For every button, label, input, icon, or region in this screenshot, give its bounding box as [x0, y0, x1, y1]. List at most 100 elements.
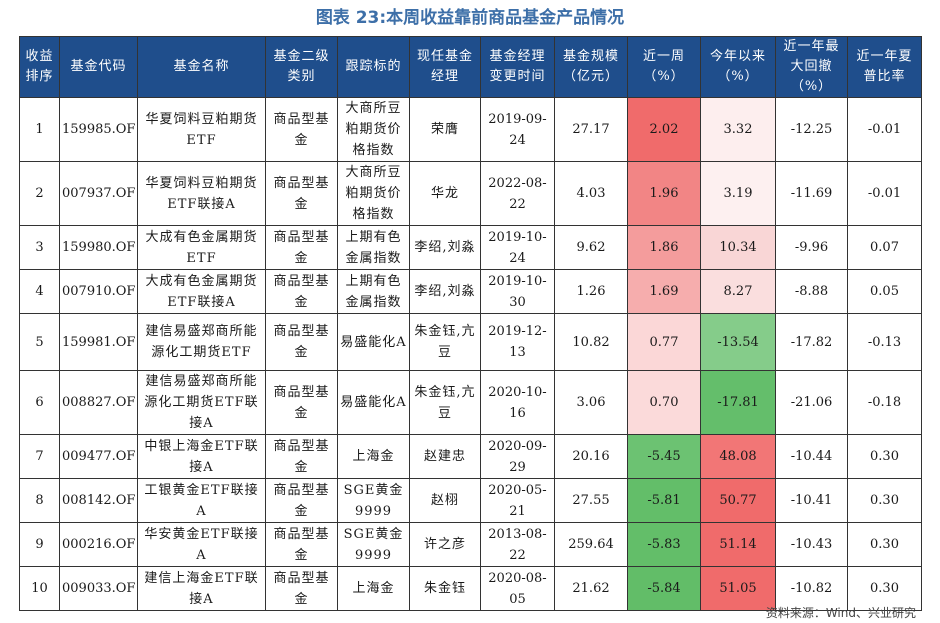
header-change-date: 基金经理变更时间 [480, 36, 555, 98]
table-title: 图表 23:本周收益靠前商品基金产品情况 [315, 8, 625, 28]
table-row: 4 007910.OF 大成有色金属期货ETF联接A 商品型基金 上期有色金属指数 李绍,… [19, 269, 922, 314]
table-row: 3 159980.OF 大成有色金属期货ETF 商品型基金 上期有色金属指数 李绍,刘淼 2… [19, 225, 922, 270]
tracking-cell: SGE黄金9999 [337, 522, 410, 567]
fund-name-cell: 大成有色金属期货ETF联接A [137, 269, 266, 314]
header-sharpe: 近一年夏普比率 [847, 36, 922, 98]
category-cell: 商品型基金 [265, 566, 338, 611]
size-cell: 4.03 [554, 161, 628, 226]
drawdown-cell: -9.96 [775, 225, 848, 270]
fund-code-cell: 008827.OF [59, 370, 138, 435]
tracking-cell: 大商所豆粕期货价格指数 [337, 97, 410, 162]
sharpe-cell: -0.18 [847, 370, 922, 435]
fund-code-cell: 159980.OF [59, 225, 138, 270]
rank-cell: 1 [19, 97, 60, 162]
week-return-cell: -5.83 [627, 522, 701, 567]
rank-cell: 10 [19, 566, 60, 611]
fund-code-cell: 000216.OF [59, 522, 138, 567]
manager-cell: 李绍,刘淼 [409, 269, 481, 314]
tracking-cell: 上海金 [337, 434, 410, 479]
change-date-cell: 2019-10-30 [480, 269, 555, 314]
tracking-cell: 上海金 [337, 566, 410, 611]
fund-name-cell: 建信易盛郑商所能源化工期货ETF [137, 313, 266, 371]
change-date-cell: 2020-05-21 [480, 478, 555, 523]
sharpe-cell: -0.01 [847, 97, 922, 162]
category-cell: 商品型基金 [265, 161, 338, 226]
ytd-return-cell: 3.19 [700, 161, 776, 226]
sharpe-cell: 0.30 [847, 522, 922, 567]
category-cell: 商品型基金 [265, 478, 338, 523]
ytd-return-cell: -13.54 [700, 313, 776, 371]
change-date-cell: 2013-08-22 [480, 522, 555, 567]
table-row: 10 009033.OF 建信上海金ETF联接A 商品型基金 上海金 朱金钰 2020-08… [19, 566, 922, 611]
header-category: 基金二级类别 [265, 36, 338, 98]
category-cell: 商品型基金 [265, 522, 338, 567]
table-row: 7 009477.OF 中银上海金ETF联接A 商品型基金 上海金 赵建忠 2020-09-… [19, 434, 922, 479]
tracking-cell: 上期有色金属指数 [337, 225, 410, 270]
change-date-cell: 2020-08-05 [480, 566, 555, 611]
fund-table: 收益排序 基金代码 基金名称 基金二级类别 跟踪标的 现任基金经理 基金经理变更… [19, 36, 922, 611]
week-return-cell: -5.84 [627, 566, 701, 611]
drawdown-cell: -17.82 [775, 313, 848, 371]
ytd-return-cell: 3.32 [700, 97, 776, 162]
header-code: 基金代码 [59, 36, 138, 98]
drawdown-cell: -10.43 [775, 522, 848, 567]
ytd-return-cell: 8.27 [700, 269, 776, 314]
category-cell: 商品型基金 [265, 97, 338, 162]
week-return-cell: 1.69 [627, 269, 701, 314]
category-cell: 商品型基金 [265, 313, 338, 371]
week-return-cell: -5.81 [627, 478, 701, 523]
rank-cell: 3 [19, 225, 60, 270]
week-return-cell: -5.45 [627, 434, 701, 479]
size-cell: 27.17 [554, 97, 628, 162]
rank-cell: 6 [19, 370, 60, 435]
table-row: 6 008827.OF 建信易盛郑商所能源化工期货ETF联接A 商品型基金 易盛能化A 朱… [19, 370, 922, 435]
size-cell: 27.55 [554, 478, 628, 523]
fund-name-cell: 建信易盛郑商所能源化工期货ETF联接A [137, 370, 266, 435]
sharpe-cell: 0.30 [847, 566, 922, 611]
change-date-cell: 2019-10-24 [480, 225, 555, 270]
tracking-cell: 上期有色金属指数 [337, 269, 410, 314]
ytd-return-cell: 51.05 [700, 566, 776, 611]
drawdown-cell: -21.06 [775, 370, 848, 435]
change-date-cell: 2020-10-16 [480, 370, 555, 435]
fund-name-cell: 工银黄金ETF联接A [137, 478, 266, 523]
manager-cell: 朱金钰 [409, 566, 481, 611]
drawdown-cell: -8.88 [775, 269, 848, 314]
fund-name-cell: 建信上海金ETF联接A [137, 566, 266, 611]
table-row: 1 159985.OF 华夏饲料豆粕期货ETF 商品型基金 大商所豆粕期货价格指数 荣膺 2… [19, 97, 922, 162]
week-return-cell: 1.86 [627, 225, 701, 270]
fund-name-cell: 中银上海金ETF联接A [137, 434, 266, 479]
manager-cell: 朱金钰,亢豆 [409, 370, 481, 435]
manager-cell: 华龙 [409, 161, 481, 226]
drawdown-cell: -11.69 [775, 161, 848, 226]
fund-name-cell: 华安黄金ETF联接A [137, 522, 266, 567]
header-ytd: 今年以来（%） [700, 36, 776, 98]
header-manager: 现任基金经理 [409, 36, 481, 98]
week-return-cell: 2.02 [627, 97, 701, 162]
fund-name-cell: 华夏饲料豆粕期货ETF [137, 97, 266, 162]
fund-code-cell: 159985.OF [59, 97, 138, 162]
drawdown-cell: -12.25 [775, 97, 848, 162]
ytd-return-cell: 50.77 [700, 478, 776, 523]
rank-cell: 8 [19, 478, 60, 523]
sharpe-cell: 0.05 [847, 269, 922, 314]
sharpe-cell: -0.01 [847, 161, 922, 226]
table-row: 9 000216.OF 华安黄金ETF联接A 商品型基金 SGE黄金9999 许之彦 201… [19, 522, 922, 567]
drawdown-cell: -10.44 [775, 434, 848, 479]
table-row: 5 159981.OF 建信易盛郑商所能源化工期货ETF 商品型基金 易盛能化A 朱金钰,… [19, 313, 922, 371]
change-date-cell: 2022-08-22 [480, 161, 555, 226]
sharpe-cell: 0.30 [847, 478, 922, 523]
category-cell: 商品型基金 [265, 269, 338, 314]
manager-cell: 赵建忠 [409, 434, 481, 479]
size-cell: 259.64 [554, 522, 628, 567]
rank-cell: 4 [19, 269, 60, 314]
manager-cell: 许之彦 [409, 522, 481, 567]
tracking-cell: 易盛能化A [337, 313, 410, 371]
drawdown-cell: -10.41 [775, 478, 848, 523]
week-return-cell: 1.96 [627, 161, 701, 226]
week-return-cell: 0.77 [627, 313, 701, 371]
size-cell: 10.82 [554, 313, 628, 371]
source-note: 资料来源：Wind、兴业研究 [765, 606, 916, 620]
manager-cell: 朱金钰,亢豆 [409, 313, 481, 371]
change-date-cell: 2019-12-13 [480, 313, 555, 371]
